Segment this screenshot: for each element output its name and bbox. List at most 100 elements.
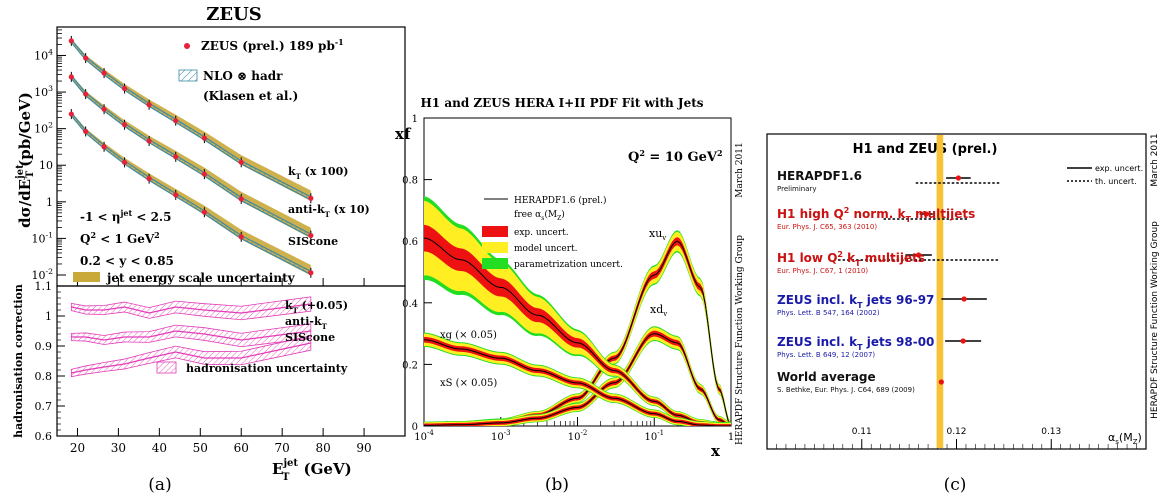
data-point — [201, 135, 207, 141]
bottom-label-antikt: anti-kT — [285, 315, 328, 331]
cut-q2: Q2 < 1 GeV2 — [80, 230, 160, 246]
entry-reference: S. Bethke, Eur. Phys. J. C64, 689 (2009) — [777, 386, 915, 394]
panel-b-xlabel: x — [711, 442, 721, 460]
alpha-s-point — [955, 175, 961, 181]
y-tick-label: 0.8 — [35, 370, 53, 383]
data-point — [173, 154, 179, 160]
legend-data-label: ZEUS (prel.) 189 pb-1 — [201, 37, 344, 53]
panel-c-xlabel: αs(MZ) — [1108, 431, 1142, 446]
jes-band — [71, 74, 311, 239]
legend-model-swatch — [482, 242, 508, 253]
legend-nlo-swatch — [178, 69, 198, 82]
data-point — [238, 234, 244, 240]
y-tick-label: 0.9 — [35, 340, 53, 353]
curve-label-xdv: xdv — [650, 303, 667, 318]
panel-b-axis: 0 0.2 0.4 0.6 0.8 1 10-4 10-3 10-2 10-1 1 — [402, 114, 734, 443]
data-point — [146, 102, 152, 108]
hadr-line — [71, 303, 311, 314]
panel-b-q2: Q2 = 10 GeV2 — [628, 148, 723, 165]
hadr-line — [71, 342, 311, 374]
data-point — [238, 196, 244, 202]
x-tick-label: 90 — [356, 441, 371, 455]
bottom-label-siscone: SIScone — [285, 331, 335, 344]
y-tick-label: 10-1 — [32, 230, 54, 245]
x-tick-label: 60 — [234, 441, 249, 455]
x-tick-label: 1 — [728, 432, 734, 443]
entry-reference: Eur. Phys. J. C67, 1 (2010) — [777, 267, 868, 275]
data-point — [201, 171, 207, 177]
data-point — [83, 128, 89, 135]
legend-param-label: parametrization uncert. — [514, 260, 623, 270]
legend-exp-uncert: exp. uncert. — [1095, 164, 1143, 173]
series-label-siscone: SIScone — [288, 235, 338, 248]
panel-b-side-group: HERAPDF Structure Function Working Group — [735, 235, 745, 445]
alpha-s-point — [916, 252, 922, 258]
data-point — [308, 232, 314, 239]
data-point — [83, 55, 89, 61]
hadr-band — [70, 335, 312, 378]
x-tick-label: 10-3 — [491, 429, 511, 443]
x-tick-label: 10-4 — [414, 429, 434, 443]
legend-hadr-label: hadronisation uncertainty — [186, 362, 348, 375]
data-point — [173, 118, 179, 124]
y-tick-label: 0.6 — [402, 237, 418, 248]
series-label-kt: kT (x 100) — [288, 165, 348, 181]
data-point — [308, 270, 314, 276]
data-point — [68, 38, 74, 44]
panel-a-xlabel: Ejet T (GeV) — [272, 458, 352, 483]
model-band — [424, 200, 731, 426]
cut-y: 0.2 < y < 0.85 — [80, 254, 174, 268]
data-point — [101, 144, 107, 150]
panel-b-side-date: March 2011 — [735, 142, 745, 198]
legend-central-label: HERAPDF1.6 (prel.) — [514, 195, 607, 206]
panel-a-title: ZEUS — [206, 4, 262, 25]
x-tick-label: 80 — [315, 441, 330, 455]
exp-band — [424, 330, 731, 426]
y-tick-label: 1 — [412, 114, 418, 125]
x-tick-label: 0.11 — [852, 427, 872, 437]
panel-b-marks — [423, 196, 732, 427]
jes-band — [71, 111, 311, 276]
pdf-central-line — [423, 237, 732, 427]
x-tick-label: 50 — [193, 441, 208, 455]
y-tick-label: 0.7 — [35, 400, 53, 413]
entry-reference: Phys. Lett. B 547, 164 (2002) — [777, 309, 880, 317]
y-tick-label: 0.8 — [402, 176, 418, 187]
legend-jes-swatch — [73, 272, 100, 282]
entry-reference: Eur. Phys. J. C65, 363 (2010) — [777, 223, 877, 231]
x-tick-label: 20 — [70, 441, 85, 455]
panel-c: H1 and ZEUS (prel.) 0.11 0.12 0.13 HERAPDF… — [766, 133, 1160, 495]
entry-label: World average — [777, 370, 876, 384]
data-point — [146, 176, 152, 182]
x-tick-label: 30 — [111, 441, 126, 455]
panel-a-ylabel-top: dσ/dEjetT(pb/GeV) — [15, 92, 36, 228]
data-point — [121, 122, 128, 128]
data-point — [201, 209, 207, 215]
panel-c-side-group: HERAPDF Structure Function Working Group — [1150, 221, 1160, 419]
data-point — [101, 70, 107, 76]
jes-band — [71, 38, 311, 202]
panel-a-ylabel-bottom: hadronisation correction — [12, 284, 25, 438]
legend-hadr-swatch — [156, 361, 177, 374]
entry-label: ZEUS incl. kT jets 98-00 — [777, 335, 934, 352]
curve-label-xg: xg (× 0.05) — [440, 330, 497, 341]
entry-reference: Phys. Lett. B 649, 12 (2007) — [777, 351, 875, 359]
alpha-s-point — [923, 211, 929, 217]
bottom-label-kt: kT (+0.05) — [285, 299, 348, 315]
x-tick-label: 10-2 — [568, 429, 588, 443]
panel-a-bottom-axis: 0.6 0.7 0.8 0.9 1 1.1 20 30 40 50 60 70 80 90 — [35, 280, 372, 455]
y-tick-label: 0.4 — [402, 299, 418, 310]
x-tick-label: 70 — [275, 441, 290, 455]
legend-jes-label: jet energy scale uncertainty — [106, 271, 296, 285]
y-tick-label: 102 — [34, 121, 53, 136]
entry-reference: Preliminary — [777, 185, 817, 193]
caption-c: (c) — [944, 475, 967, 495]
data-point — [238, 159, 244, 165]
entry-label: HERAPDF1.6 — [777, 169, 862, 183]
x-tick-label: 0.13 — [1041, 427, 1061, 437]
legend-exp-label: exp. uncert. — [514, 228, 569, 238]
y-tick-label: 0.6 — [35, 430, 53, 443]
x-tick-label: 40 — [152, 441, 167, 455]
pdf-central-line — [423, 333, 732, 427]
